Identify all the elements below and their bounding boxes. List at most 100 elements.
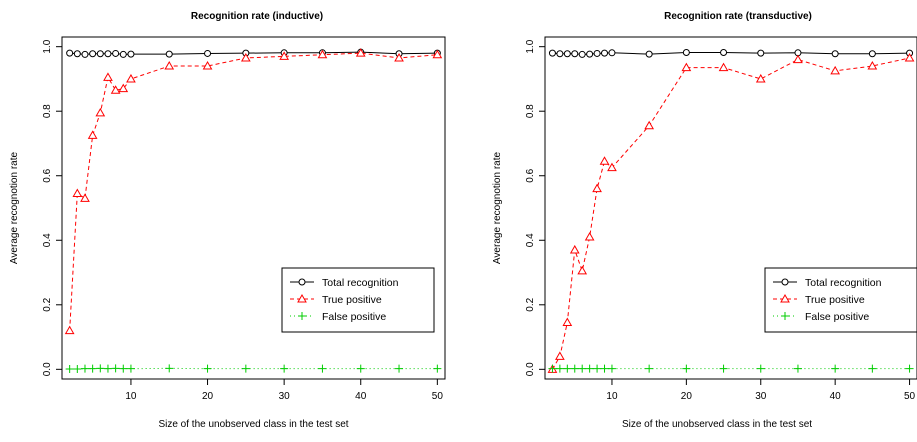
data-point-circle — [548, 49, 556, 57]
x-tick-label: 50 — [432, 391, 444, 402]
series-line-1 — [69, 52, 438, 331]
data-point-circle — [757, 49, 765, 57]
data-point-triangle — [279, 51, 290, 60]
data-point-triangle — [644, 120, 655, 130]
data-point-circle — [608, 49, 616, 57]
data-point-plus — [96, 364, 105, 373]
data-point-circle — [601, 49, 609, 57]
data-point-plus — [868, 364, 877, 373]
y-tick-label: 0.8 — [42, 104, 53, 118]
legend-marker-triangle — [297, 293, 307, 303]
y-tick-label: 0.2 — [42, 297, 53, 311]
data-point-circle — [586, 50, 594, 58]
data-point-circle — [593, 49, 601, 57]
data-point-triangle — [867, 61, 878, 70]
data-point-plus — [103, 364, 112, 373]
data-point-plus — [80, 364, 89, 373]
x-axis-label: Size of the unobserved class in the test… — [622, 419, 812, 430]
data-point-plus — [165, 364, 174, 373]
y-tick-label: 0.8 — [525, 104, 536, 118]
data-point-triangle — [592, 183, 602, 193]
data-point-triangle — [118, 83, 129, 93]
data-point-plus — [570, 364, 579, 373]
data-point-plus — [905, 364, 914, 373]
data-point-plus — [280, 364, 289, 373]
data-point-circle — [73, 50, 81, 58]
data-point-triangle — [164, 61, 175, 70]
plot-frame — [544, 36, 917, 380]
data-point-plus — [793, 364, 802, 373]
y-tick-label: 0.0 — [42, 362, 53, 376]
data-point-plus — [241, 364, 250, 373]
legend-marker-circle — [781, 278, 789, 286]
data-point-circle — [563, 50, 571, 58]
y-tick-label: 0.6 — [42, 168, 53, 182]
data-point-triangle — [793, 54, 803, 64]
chart-title: Recognition rate (inductive) — [191, 11, 323, 22]
data-point-circle — [578, 50, 586, 58]
chart-panel-1: Recognition rate (transductive) Size of t… — [492, 11, 917, 430]
x-tick-label: 30 — [755, 391, 767, 402]
legend-marker-plus — [298, 312, 306, 320]
data-point-triangle — [240, 52, 251, 62]
data-point-triangle — [607, 162, 617, 172]
data-point-circle — [66, 49, 74, 57]
y-axis-label: Average recognotion rate — [9, 152, 20, 265]
data-point-triangle — [755, 73, 766, 83]
data-point-plus — [555, 364, 564, 373]
data-point-plus — [756, 364, 765, 373]
data-point-triangle — [681, 62, 692, 72]
data-point-plus — [682, 364, 691, 373]
data-point-plus — [831, 364, 840, 373]
data-point-triangle — [110, 85, 121, 94]
y-tick-label: 1.0 — [42, 39, 53, 53]
data-point-triangle — [80, 193, 90, 202]
data-point-circle — [645, 50, 653, 58]
chart-panel-0: Recognition rate (inductive) Size of the … — [9, 11, 446, 430]
legend-marker-plus — [781, 312, 789, 320]
x-axis-label: Size of the unobserved class in the test… — [158, 419, 348, 430]
legend-marker-circle — [298, 278, 306, 286]
data-point-circle — [571, 50, 579, 58]
data-point-plus — [73, 364, 82, 373]
data-point-plus — [719, 364, 728, 373]
x-tick-label: 40 — [830, 391, 842, 402]
data-point-plus — [563, 364, 572, 373]
x-tick-label: 30 — [279, 391, 291, 402]
data-point-circle — [96, 50, 104, 58]
data-point-triangle — [394, 52, 404, 62]
legend-label-1: True positive — [322, 294, 382, 306]
data-point-triangle — [584, 232, 595, 241]
legend-marker-triangle — [780, 293, 790, 303]
x-tick-label: 10 — [606, 391, 618, 402]
data-point-triangle — [355, 48, 366, 57]
legend-box — [281, 267, 435, 333]
x-tick-label: 10 — [125, 391, 137, 402]
data-point-circle — [720, 48, 728, 56]
legend-label-2: False positive — [322, 311, 386, 323]
data-point-triangle — [562, 317, 573, 327]
data-point-circle — [165, 50, 173, 58]
x-tick-label: 40 — [355, 391, 367, 402]
data-point-triangle — [103, 72, 113, 81]
data-point-circle — [81, 50, 89, 58]
data-point-triangle — [72, 188, 83, 197]
data-point-plus — [548, 364, 557, 373]
data-point-triangle — [126, 73, 136, 83]
data-point-plus — [356, 364, 365, 373]
data-point-circle — [831, 50, 839, 58]
data-point-plus — [126, 364, 135, 373]
data-point-triangle — [202, 61, 213, 70]
data-point-circle — [682, 48, 690, 56]
y-tick-label: 0.6 — [525, 168, 536, 182]
x-tick-label: 50 — [904, 391, 916, 402]
y-tick-label: 0.4 — [525, 233, 536, 247]
data-point-plus — [203, 364, 212, 373]
x-tick-label: 20 — [681, 391, 693, 402]
legend-box — [764, 267, 917, 333]
plot-frame — [61, 36, 446, 380]
data-point-triangle — [569, 244, 580, 254]
data-point-plus — [318, 364, 327, 373]
legend-label-1: True positive — [805, 294, 865, 306]
